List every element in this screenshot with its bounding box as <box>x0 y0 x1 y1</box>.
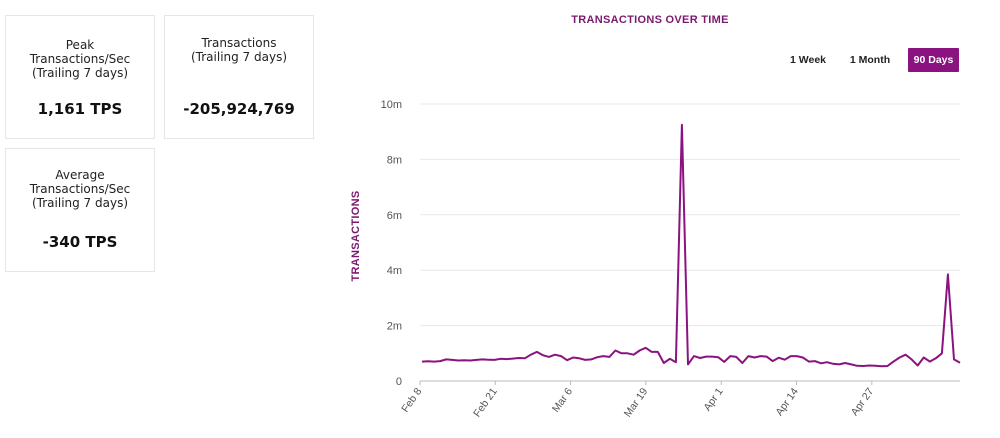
average-tps-value: -340 TPS <box>42 233 118 251</box>
x-tick-label: Feb 21 <box>471 386 500 420</box>
x-tick-label: Feb 8 <box>399 386 424 415</box>
y-tick-label: 8m <box>387 154 402 166</box>
peak-tps-label: Peak Transactions/Sec (Trailing 7 days) <box>29 38 131 80</box>
transactions-series-line <box>421 123 961 368</box>
x-tick-label: Apr 14 <box>773 386 801 418</box>
chart-title: TRANSACTIONS OVER TIME <box>571 14 729 26</box>
peak-tps-value: 1,161 TPS <box>37 100 123 118</box>
transactions-value: -205,924,769 <box>183 100 295 118</box>
x-tick-label: Apr 1 <box>701 386 725 414</box>
peak-tps-card: Peak Transactions/Sec (Trailing 7 days) … <box>5 15 155 139</box>
average-tps-label: Average Transactions/Sec (Trailing 7 day… <box>29 168 131 210</box>
y-tick-label: 10m <box>381 99 402 111</box>
x-tick-label: Mar 19 <box>622 386 651 420</box>
x-tick-label: Apr 27 <box>849 386 877 418</box>
average-tps-card: Average Transactions/Sec (Trailing 7 day… <box>5 148 155 272</box>
y-tick-label: 4m <box>387 265 402 277</box>
x-tick-label: Mar 6 <box>550 386 575 415</box>
transactions-card: Transactions (Trailing 7 days) -205,924,… <box>164 15 314 139</box>
y-tick-label: 0 <box>396 376 402 388</box>
y-tick-label: 6m <box>387 210 402 222</box>
range-90-days-button[interactable]: 90 Days <box>908 48 959 72</box>
range-1-month-button[interactable]: 1 Month <box>849 54 891 66</box>
transactions-label: Transactions (Trailing 7 days) <box>190 36 288 64</box>
y-tick-label: 2m <box>387 321 402 333</box>
range-1-week-button[interactable]: 1 Week <box>790 54 826 66</box>
